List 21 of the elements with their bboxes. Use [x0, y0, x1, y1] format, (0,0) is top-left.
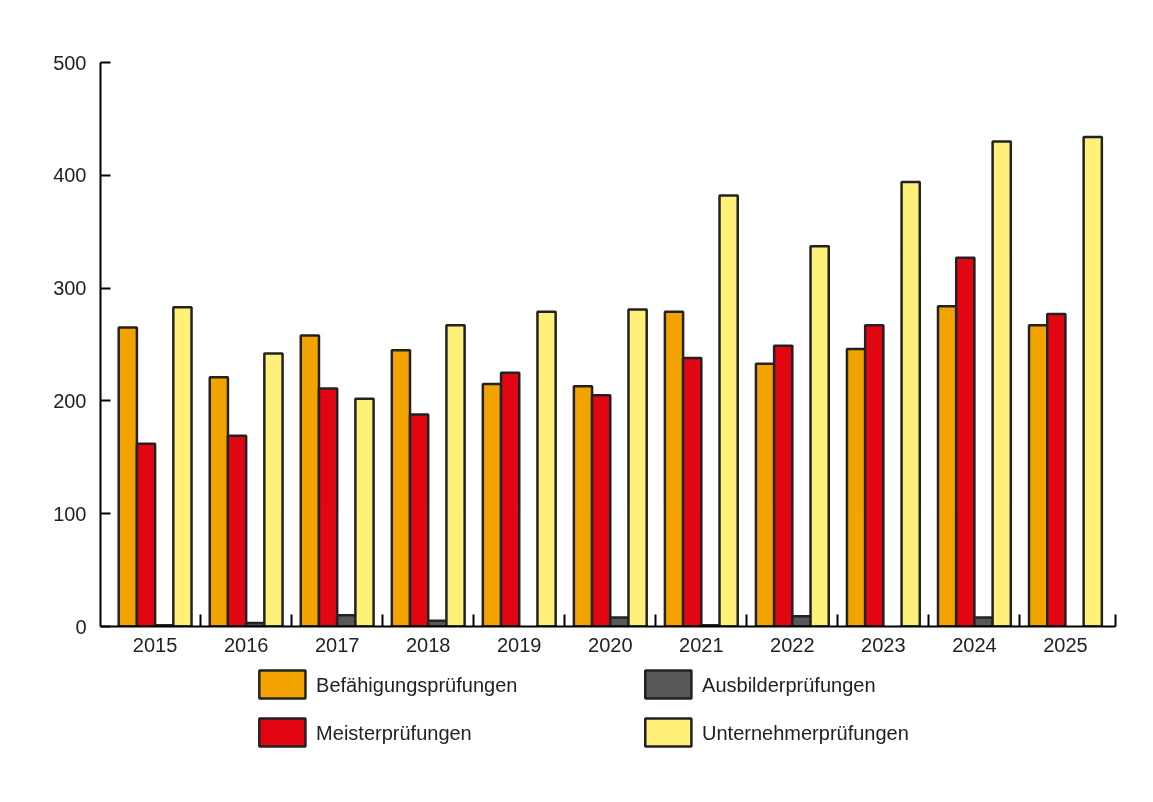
- legend-label: Ausbilderprüfungen: [702, 673, 876, 696]
- x-tick-label: 2024: [952, 633, 997, 656]
- x-tick-label: 2017: [314, 633, 360, 656]
- x-tick-label: 2019: [497, 633, 542, 656]
- x-tick-label: 2025: [1043, 633, 1088, 656]
- x-tick-label: 2021: [679, 633, 724, 656]
- legend-label: Meisterprüfungen: [316, 721, 472, 744]
- y-tick-label: 200: [53, 389, 87, 412]
- x-tick-label: 2023: [861, 633, 906, 656]
- y-tick-label: 300: [53, 277, 87, 300]
- x-tick-label: 2018: [405, 633, 451, 656]
- y-tick-label: 500: [53, 51, 87, 74]
- y-tick-label: 400: [53, 164, 87, 187]
- x-tick-label: 2022: [770, 633, 815, 656]
- x-tick-label: 2020: [588, 633, 633, 656]
- legend-label: Befähigungsprüfungen: [316, 673, 518, 696]
- x-tick-label: 2015: [132, 633, 178, 656]
- x-tick-label: 2016: [223, 633, 269, 656]
- y-tick-label: 0: [75, 615, 87, 638]
- legend-label: Unternehmerprüfungen: [702, 721, 909, 744]
- y-tick-label: 100: [53, 502, 87, 525]
